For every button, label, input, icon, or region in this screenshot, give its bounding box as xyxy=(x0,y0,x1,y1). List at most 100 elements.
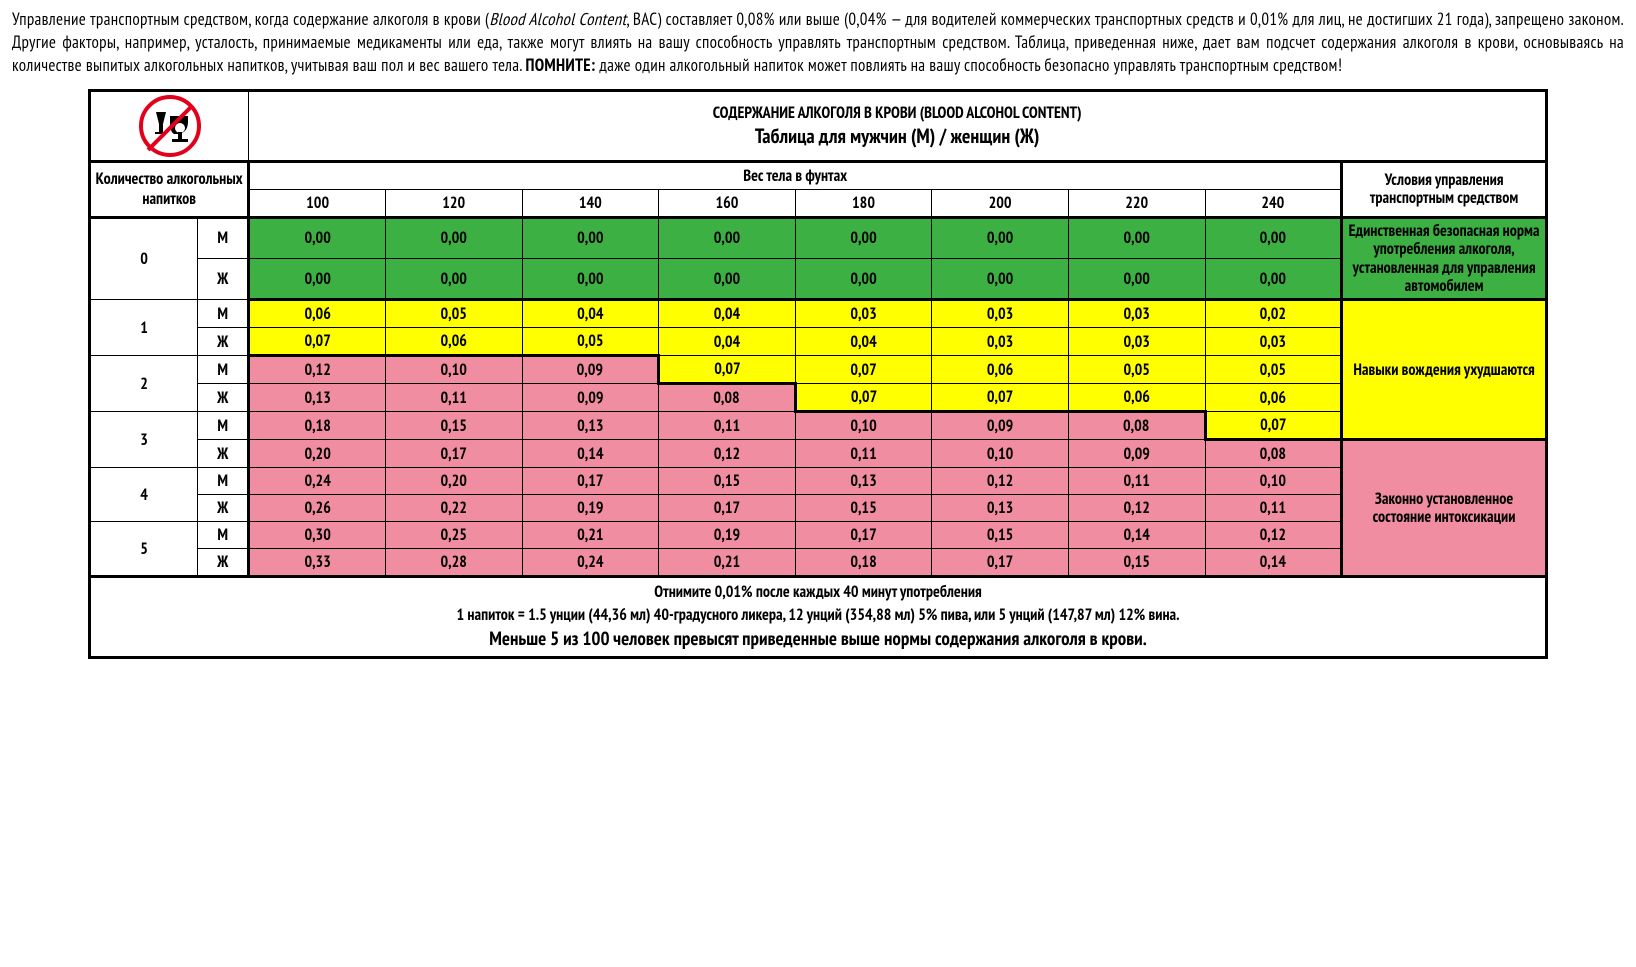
bac-value: 0,06 xyxy=(385,328,522,356)
data-row: Ж0,130,110,090,080,070,070,060,06 xyxy=(90,384,1547,412)
bac-value: 0,33 xyxy=(249,549,386,577)
bac-value: 0,19 xyxy=(659,522,796,549)
table-title: СОДЕРЖАНИЕ АЛКОГОЛЯ В КРОВИ (BLOOD ALCOH… xyxy=(253,103,1541,123)
weight-col-140: 140 xyxy=(522,189,659,217)
bac-value: 0,11 xyxy=(1205,495,1342,522)
bac-value: 0,12 xyxy=(249,356,386,384)
bac-value: 0,00 xyxy=(1205,217,1342,258)
intro-text-c: даже один алкогольный напиток может повл… xyxy=(595,54,1342,76)
bac-value: 0,25 xyxy=(385,522,522,549)
bac-value: 0,09 xyxy=(1068,440,1205,468)
bac-value: 0,08 xyxy=(1205,440,1342,468)
drinks-count: 2 xyxy=(90,356,198,412)
bac-value: 0,06 xyxy=(1205,384,1342,412)
bac-value: 0,22 xyxy=(385,495,522,522)
bac-value: 0,24 xyxy=(249,468,386,495)
bac-value: 0,12 xyxy=(1205,522,1342,549)
intro-text-a: Управление транспортным средством, когда… xyxy=(12,8,489,30)
bac-value: 0,00 xyxy=(522,217,659,258)
bac-value: 0,08 xyxy=(1068,412,1205,440)
bac-value: 0,07 xyxy=(249,328,386,356)
bac-value: 0,03 xyxy=(932,300,1069,328)
bac-value: 0,20 xyxy=(385,468,522,495)
bac-value: 0,13 xyxy=(522,412,659,440)
bac-value: 0,00 xyxy=(659,217,796,258)
bac-value: 0,15 xyxy=(385,412,522,440)
bac-value: 0,00 xyxy=(249,217,386,258)
bac-value: 0,13 xyxy=(249,384,386,412)
footer-cell: Отнимите 0,01% после каждых 40 минут упо… xyxy=(90,577,1547,657)
gender-f: Ж xyxy=(198,495,249,522)
data-row: Ж0,260,220,190,170,150,130,120,11 xyxy=(90,495,1547,522)
bac-value: 0,15 xyxy=(659,468,796,495)
gender-m: М xyxy=(198,300,249,328)
bac-value: 0,12 xyxy=(932,468,1069,495)
weight-col-120: 120 xyxy=(385,189,522,217)
bac-value: 0,10 xyxy=(932,440,1069,468)
weight-columns-row: 100120140160180200220240 xyxy=(90,189,1547,217)
bac-value: 0,12 xyxy=(659,440,796,468)
weight-header: Вес тела в фунтах xyxy=(249,161,1342,189)
bac-value: 0,13 xyxy=(795,468,932,495)
drinks-count: 3 xyxy=(90,412,198,468)
bac-value: 0,17 xyxy=(385,440,522,468)
bac-value: 0,05 xyxy=(1205,356,1342,384)
footer-line-2: 1 напиток = 1.5 унции (44,36 мл) 40-град… xyxy=(95,604,1541,626)
bac-table: СОДЕРЖАНИЕ АЛКОГОЛЯ В КРОВИ (BLOOD ALCOH… xyxy=(88,89,1548,659)
bac-value: 0,18 xyxy=(249,412,386,440)
gender-m: М xyxy=(198,468,249,495)
bac-value: 0,21 xyxy=(659,549,796,577)
table-subtitle: Таблица для мужчин (М) / женщин (Ж) xyxy=(253,123,1541,149)
condition-intox: Законно установленное состояние интоксик… xyxy=(1342,440,1547,577)
bac-value: 0,18 xyxy=(795,549,932,577)
footer-line-1: Отнимите 0,01% после каждых 40 минут упо… xyxy=(95,581,1541,603)
bac-value: 0,10 xyxy=(1205,468,1342,495)
data-row: Ж0,330,280,240,210,180,170,150,14 xyxy=(90,549,1547,577)
drinks-count: 5 xyxy=(90,522,198,577)
bac-value: 0,09 xyxy=(522,356,659,384)
bac-value: 0,09 xyxy=(522,384,659,412)
bac-value: 0,07 xyxy=(795,356,932,384)
drinks-count: 4 xyxy=(90,468,198,522)
data-row: Ж0,070,060,050,040,040,030,030,03 xyxy=(90,328,1547,356)
bac-value: 0,00 xyxy=(932,259,1069,300)
bac-value: 0,15 xyxy=(1068,549,1205,577)
gender-m: М xyxy=(198,217,249,258)
bac-value: 0,10 xyxy=(385,356,522,384)
gender-m: М xyxy=(198,356,249,384)
no-drink-drive-icon xyxy=(139,95,201,157)
weight-col-160: 160 xyxy=(659,189,796,217)
footer-line-3: Меньше 5 из 100 человек превысят приведе… xyxy=(95,626,1541,653)
condition-header: Условия управления транспортным средство… xyxy=(1342,161,1547,217)
gender-f: Ж xyxy=(198,384,249,412)
bac-value: 0,00 xyxy=(795,259,932,300)
intro-paragraph: Управление транспортным средством, когда… xyxy=(12,8,1624,77)
data-row: 2М0,120,100,090,070,070,060,050,05 xyxy=(90,356,1547,384)
bac-value: 0,05 xyxy=(522,328,659,356)
bac-value: 0,04 xyxy=(659,300,796,328)
data-row: 5М0,300,250,210,190,170,150,140,12 xyxy=(90,522,1547,549)
gender-f: Ж xyxy=(198,328,249,356)
bac-value: 0,03 xyxy=(795,300,932,328)
bac-value: 0,04 xyxy=(795,328,932,356)
condition-impaired: Навыки вождения ухудшаются xyxy=(1342,300,1547,440)
bac-value: 0,05 xyxy=(385,300,522,328)
bac-value: 0,00 xyxy=(249,259,386,300)
weight-col-240: 240 xyxy=(1205,189,1342,217)
bac-value: 0,14 xyxy=(522,440,659,468)
bac-value: 0,00 xyxy=(932,217,1069,258)
weight-col-100: 100 xyxy=(249,189,386,217)
bac-value: 0,17 xyxy=(932,549,1069,577)
no-drink-icon-cell xyxy=(90,90,249,161)
bac-value: 0,08 xyxy=(659,384,796,412)
gender-f: Ж xyxy=(198,549,249,577)
bac-value: 0,15 xyxy=(795,495,932,522)
bac-value: 0,21 xyxy=(522,522,659,549)
bac-value: 0,11 xyxy=(795,440,932,468)
bac-value: 0,00 xyxy=(795,217,932,258)
bac-value: 0,00 xyxy=(385,259,522,300)
gender-f: Ж xyxy=(198,440,249,468)
intro-italic: Blood Alcohol Content xyxy=(489,8,626,30)
bac-value: 0,10 xyxy=(795,412,932,440)
bac-value: 0,00 xyxy=(1068,259,1205,300)
